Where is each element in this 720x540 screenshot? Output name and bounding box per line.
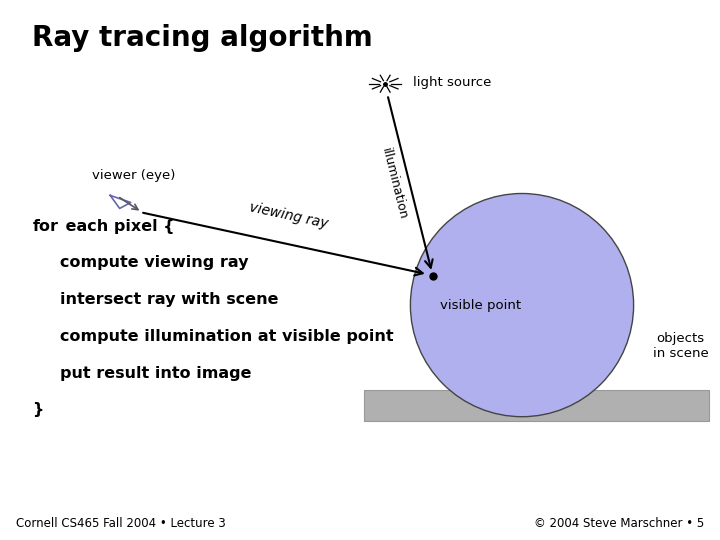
Text: each pixel {: each pixel { — [60, 219, 174, 234]
Text: put result into image: put result into image — [60, 366, 251, 381]
Text: Cornell CS465 Fall 2004 • Lecture 3: Cornell CS465 Fall 2004 • Lecture 3 — [16, 517, 225, 530]
Text: compute viewing ray: compute viewing ray — [60, 255, 248, 271]
Text: viewing ray: viewing ray — [248, 200, 330, 231]
Text: visible point: visible point — [440, 299, 521, 312]
Text: Ray tracing algorithm: Ray tracing algorithm — [32, 24, 373, 52]
Text: viewer (eye): viewer (eye) — [91, 169, 175, 182]
Text: objects
in scene: objects in scene — [652, 332, 708, 360]
Text: compute illumination at visible point: compute illumination at visible point — [60, 329, 393, 344]
Bar — [364, 390, 709, 421]
Text: illumination: illumination — [379, 146, 409, 221]
Text: }: } — [32, 402, 44, 417]
Text: © 2004 Steve Marschner • 5: © 2004 Steve Marschner • 5 — [534, 517, 704, 530]
Text: light source: light source — [413, 76, 491, 89]
Ellipse shape — [410, 193, 634, 417]
Text: intersect ray with scene: intersect ray with scene — [60, 292, 278, 307]
Text: for: for — [32, 219, 58, 234]
